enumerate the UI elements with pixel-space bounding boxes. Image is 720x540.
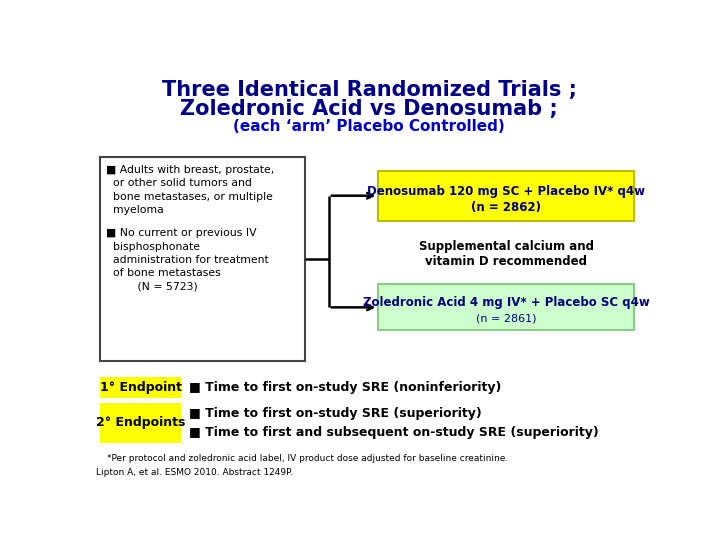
Text: ■ Time to first on-study SRE (noninferiority): ■ Time to first on-study SRE (noninferio… (189, 381, 502, 394)
Text: Supplemental calcium and: Supplemental calcium and (418, 240, 594, 253)
Text: vitamin D recommended: vitamin D recommended (426, 255, 588, 268)
Bar (100, 157, 305, 361)
Text: Zoledronic Acid 4 mg IV* + Placebo SC q4w: Zoledronic Acid 4 mg IV* + Placebo SC q4… (363, 296, 649, 309)
Bar (378, 171, 634, 221)
Bar (100, 377, 181, 398)
Text: of bone metastases: of bone metastases (107, 268, 221, 279)
Text: (each ‘arm’ Placebo Controlled): (each ‘arm’ Placebo Controlled) (233, 119, 505, 134)
Text: 1° Endpoint: 1° Endpoint (100, 381, 181, 394)
Text: (N = 5723): (N = 5723) (107, 282, 198, 292)
Bar (100, 403, 181, 443)
Text: Denosumab 120 mg SC + Placebo IV* q4w: Denosumab 120 mg SC + Placebo IV* q4w (367, 185, 645, 198)
Bar (378, 284, 634, 330)
Text: bone metastases, or multiple: bone metastases, or multiple (107, 192, 273, 202)
Text: ■ No current or previous IV: ■ No current or previous IV (107, 228, 257, 238)
Text: myeloma: myeloma (107, 205, 164, 215)
Text: Three Identical Randomized Trials ;: Three Identical Randomized Trials ; (161, 80, 577, 100)
Text: bisphosphonate: bisphosphonate (107, 241, 200, 252)
Text: Lipton A, et al. ESMO 2010. Abstract 1249P.: Lipton A, et al. ESMO 2010. Abstract 124… (96, 468, 293, 476)
Text: Zoledronic Acid vs Denosumab ;: Zoledronic Acid vs Denosumab ; (180, 99, 558, 119)
Text: (n = 2861): (n = 2861) (476, 313, 536, 323)
Text: 2° Endpoints: 2° Endpoints (96, 416, 186, 429)
Text: administration for treatment: administration for treatment (107, 255, 269, 265)
Text: (n = 2862): (n = 2862) (471, 201, 541, 214)
Text: ■ Adults with breast, prostate,: ■ Adults with breast, prostate, (107, 165, 274, 175)
Text: ■ Time to first and subsequent on-study SRE (superiority): ■ Time to first and subsequent on-study … (189, 426, 599, 438)
Text: ■ Time to first on-study SRE (superiority): ■ Time to first on-study SRE (superiorit… (189, 407, 482, 420)
Text: or other solid tumors and: or other solid tumors and (107, 178, 252, 188)
Text: *Per protocol and zoledronic acid label, IV product dose adjusted for baseline c: *Per protocol and zoledronic acid label,… (107, 454, 508, 463)
